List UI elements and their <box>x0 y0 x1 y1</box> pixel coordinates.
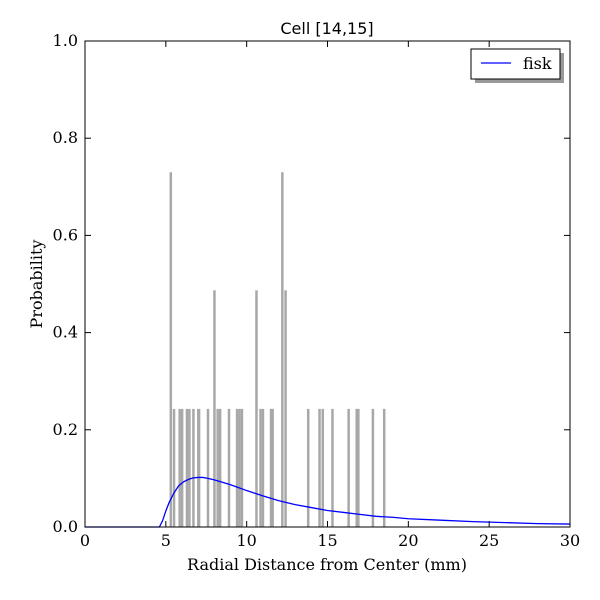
plot-area <box>85 41 570 527</box>
legend-label-fisk: fisk <box>523 54 552 73</box>
legend-box <box>470 48 561 80</box>
histogram-bar <box>180 408 184 527</box>
x-tick-label: 5 <box>161 531 171 550</box>
histogram-bar <box>347 408 350 527</box>
histogram-bar <box>357 408 360 527</box>
x-axis-ticks: 0 5 10 15 20 25 30 <box>80 41 580 550</box>
series-line-fisk <box>85 476 571 528</box>
histogram-bar <box>238 408 241 527</box>
histogram-bar <box>240 408 244 527</box>
x-tick-label: 15 <box>317 531 337 550</box>
legend: fisk <box>470 48 564 83</box>
x-tick-label: 20 <box>398 531 418 550</box>
histogram-bar <box>227 408 231 527</box>
histogram-bar <box>169 172 173 527</box>
y-tick-label: 0.4 <box>53 323 78 342</box>
histogram-bar <box>188 408 191 527</box>
histogram-bar <box>255 290 258 527</box>
histogram-bar <box>235 408 239 527</box>
x-tick-label: 0 <box>80 531 90 550</box>
y-tick-label: 0.6 <box>53 225 78 244</box>
chart-title: Cell [14,15] <box>280 19 373 38</box>
y-tick-label: 0.0 <box>53 517 78 536</box>
histogram-bar <box>281 172 284 527</box>
histogram-bar <box>284 290 287 527</box>
x-tick-label: 10 <box>236 531 256 550</box>
histogram-bar <box>318 408 321 527</box>
histogram-bar <box>331 408 334 527</box>
histogram-bar <box>213 290 216 527</box>
histogram-bar <box>355 408 358 527</box>
histogram-bar <box>371 408 375 527</box>
y-axis-ticks: 0.0 0.2 0.4 0.6 0.8 1.0 <box>53 31 570 536</box>
y-tick-label: 1.0 <box>53 31 78 50</box>
y-tick-label: 0.2 <box>53 420 78 439</box>
histogram-bar <box>172 408 176 527</box>
histogram-bar <box>197 408 201 527</box>
histogram-bar <box>218 408 222 527</box>
histogram-bar <box>206 408 210 527</box>
histogram-bar <box>271 408 274 527</box>
histogram-bar <box>261 408 265 527</box>
histogram-bar <box>216 408 219 527</box>
histogram-bar <box>192 408 195 527</box>
histogram-bar <box>269 408 273 527</box>
histogram-bar <box>306 408 310 527</box>
y-axis-label: Probability <box>27 240 46 329</box>
x-tick-label: 30 <box>560 531 580 550</box>
x-axis-label: Radial Distance from Center (mm) <box>187 555 467 574</box>
histogram-bar <box>178 408 181 527</box>
histogram-bars <box>169 172 386 527</box>
x-tick-label: 25 <box>479 531 499 550</box>
y-tick-label: 0.8 <box>53 128 78 147</box>
histogram-bar <box>382 408 386 527</box>
histogram-bar <box>259 408 262 527</box>
histogram-bar <box>321 408 325 527</box>
histogram-bar <box>185 408 189 527</box>
